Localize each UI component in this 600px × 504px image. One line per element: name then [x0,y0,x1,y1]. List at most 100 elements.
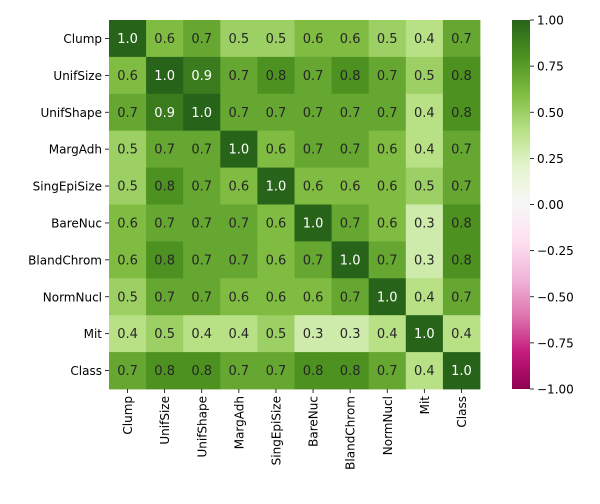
heatmap-cell-3-9 [442,130,481,168]
heatmap-cell-7-3 [220,278,258,316]
y-tick-label-0: Clump [63,32,102,46]
y-axis: Clump UnifSize UnifShape MargAdh SingEpiSize… [28,32,109,378]
heatmap-annotations: 1.0 0.6 0.7 0.5 0.5 0.6 0.6 0.5 0.4 0.7 0.6 1.0 0.9 0… [117,32,472,379]
x-tick-label-7: NormNucl [381,396,395,455]
cell-value-label-1-2: 0.9 [191,69,212,84]
heatmap-cell-0-0 [109,20,147,58]
cell-value-label-6-7: 0.7 [377,253,398,268]
cell-value-label-8-1: 0.5 [154,327,175,342]
colorbar-tick-label-8: 1.00 [537,14,564,28]
heatmap-cell-8-8 [405,315,444,353]
cell-value-label-0-6: 0.6 [340,32,361,47]
colorbar-tick-label-1: −0.75 [537,336,574,350]
heatmap-cell-4-0 [109,167,147,205]
cell-value-label-2-1: 0.9 [154,106,175,121]
cell-value-label-5-7: 0.6 [377,216,398,231]
heatmap-cell-8-2 [183,315,221,353]
heatmap-cell-6-7 [368,241,407,279]
cell-value-label-3-2: 0.7 [191,143,212,158]
heatmap-cell-5-9 [442,204,481,242]
cell-value-label-9-2: 0.8 [191,364,212,379]
colorbar-tick-label-2: −0.50 [537,290,574,304]
heatmap-cell-1-0 [109,56,147,95]
cell-value-label-7-8: 0.4 [414,290,435,305]
cell-value-label-0-3: 0.5 [229,32,250,47]
heatmap-cell-4-2 [183,167,221,205]
heatmap-cell-8-1 [146,315,184,353]
cell-value-label-3-3: 1.0 [229,143,250,158]
cell-value-label-9-7: 0.7 [377,364,398,379]
heatmap-cell-2-3 [220,93,258,132]
cell-value-label-4-8: 0.5 [414,180,435,195]
colorbar-tick-label-0: −1.00 [537,383,574,397]
heatmap-cell-8-4 [257,315,295,353]
cell-value-label-1-9: 0.8 [451,69,472,84]
cell-value-label-8-7: 0.4 [377,327,398,342]
heatmap-cell-5-2 [183,204,221,242]
heatmap-cell-5-6 [331,204,370,242]
heatmap-cell-5-4 [257,204,295,242]
heatmap-cell-6-6 [331,241,370,279]
cell-value-label-3-0: 0.5 [117,143,138,158]
heatmap-cell-3-8 [405,130,444,168]
cell-value-label-9-5: 0.8 [303,364,324,379]
cell-value-label-0-4: 0.5 [266,32,287,47]
colorbar-tick-label-7: 0.75 [537,60,564,74]
heatmap-cell-0-6 [331,20,370,58]
cell-value-label-5-6: 0.7 [340,216,361,231]
cell-value-label-6-3: 0.7 [229,253,250,268]
heatmap-cell-0-4 [257,20,295,58]
cell-value-label-0-9: 0.7 [451,32,472,47]
cell-value-label-8-4: 0.5 [266,327,287,342]
heatmap-cell-3-4 [257,130,295,168]
heatmap-cell-7-6 [331,278,370,316]
cell-value-label-4-5: 0.6 [303,180,324,195]
x-tick-label-6: BlandChrom [344,396,358,470]
x-tick-label-1: UnifSize [158,396,172,445]
y-tick-label-3: MargAdh [49,143,102,157]
heatmap-cell-2-7 [368,93,407,132]
heatmap-cell-9-9 [442,352,481,390]
heatmap-cell-7-9 [442,278,481,316]
colorbar-tick-label-5: 0.25 [537,152,564,166]
heatmap-cell-1-8 [405,56,444,95]
cell-value-label-1-8: 0.5 [414,69,435,84]
heatmap-cell-3-6 [331,130,370,168]
cell-value-label-5-3: 0.7 [229,216,250,231]
cell-value-label-5-9: 0.8 [451,216,472,231]
cell-value-label-6-4: 0.6 [266,253,287,268]
cell-value-label-4-2: 0.7 [191,180,212,195]
cell-value-label-5-8: 0.3 [414,216,435,231]
heatmap-cell-2-2 [183,93,221,132]
heatmap-cell-0-5 [294,20,332,58]
cell-value-label-7-4: 0.6 [266,290,287,305]
heatmap-cell-1-2 [183,56,221,95]
cell-value-label-2-0: 0.7 [117,106,138,121]
heatmap-cell-0-7 [368,20,407,58]
cell-value-label-9-4: 0.7 [266,364,287,379]
cell-value-label-1-1: 1.0 [154,69,175,84]
heatmap-cell-1-4 [257,56,295,95]
cell-value-label-7-1: 0.7 [154,290,175,305]
cell-value-label-3-1: 0.7 [154,143,175,158]
heatmap-cell-1-7 [368,56,407,95]
cell-value-label-7-2: 0.7 [191,290,212,305]
heatmap-cell-3-3 [220,130,258,168]
y-tick-label-1: UnifSize [53,69,102,83]
cell-value-label-4-3: 0.6 [229,180,250,195]
cell-value-label-4-9: 0.7 [451,180,472,195]
cell-value-label-1-0: 0.6 [117,69,138,84]
cell-value-label-0-2: 0.7 [191,32,212,47]
heatmap-cell-7-1 [146,278,184,316]
cell-value-label-1-5: 0.7 [303,69,324,84]
heatmap-cell-7-8 [405,278,444,316]
heatmap-cell-3-5 [294,130,332,168]
heatmap-cell-1-1 [146,56,184,95]
heatmap-cell-8-3 [220,315,258,353]
cell-value-label-6-1: 0.8 [154,253,175,268]
cell-value-label-7-5: 0.6 [303,290,324,305]
cell-value-label-4-6: 0.6 [340,180,361,195]
heatmap-cell-4-3 [220,167,258,205]
heatmap-cell-9-6 [331,352,370,390]
heatmap-cell-3-7 [368,130,407,168]
